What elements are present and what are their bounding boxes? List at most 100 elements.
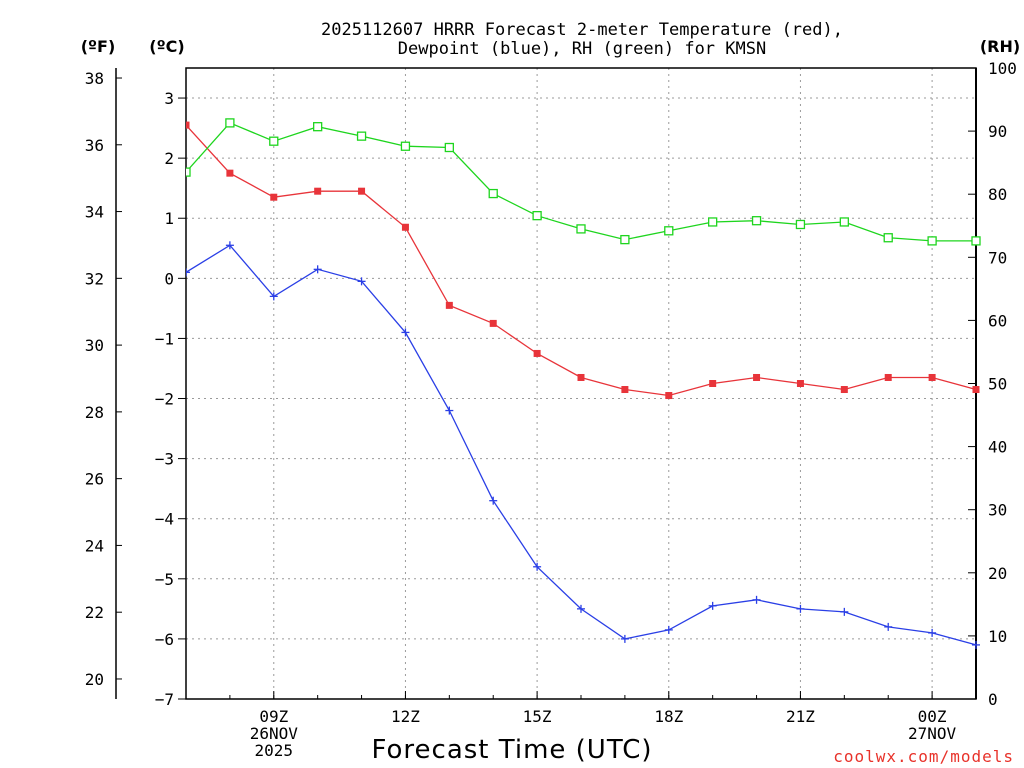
celsius-tick-label: 3 [164, 89, 174, 108]
x-tick-label: 00Z [918, 707, 947, 726]
dewpoint-line [186, 244, 977, 646]
celsius-tick-label: 0 [164, 269, 174, 288]
rh-point [620, 234, 630, 245]
temperature-point [928, 373, 936, 381]
series-dewpoint [186, 241, 980, 649]
rh-point [444, 142, 454, 153]
rh-tick-label: 90 [988, 122, 1007, 141]
axes-layer: 3210−1−2−3−4−5−6−73836343230282624222010… [85, 59, 1017, 760]
rh-point [532, 211, 542, 221]
x-tick-label: 21Z [786, 707, 815, 726]
text-layer: 2025112607 HRRR Forecast 2-meter Tempera… [81, 20, 1020, 766]
rh-tick-label: 100 [988, 59, 1017, 78]
celsius-tick-label: 1 [164, 209, 174, 228]
dewpoint-point [489, 496, 498, 505]
rh-point [839, 217, 849, 227]
chart-title-line-2: Dewpoint (blue), RH (green) for KMSN [398, 39, 766, 59]
credit-text: coolwx.com/models [833, 747, 1014, 766]
temperature-point [753, 373, 761, 381]
rh-tick-label: 70 [988, 248, 1007, 267]
fahrenheit-tick-label: 20 [85, 670, 104, 689]
dewpoint-point [620, 634, 629, 643]
fahrenheit-unit-label: (ºF) [81, 37, 116, 56]
rh-tick-label: 50 [988, 375, 1007, 394]
fahrenheit-tick-label: 22 [85, 603, 104, 622]
temperature-point [577, 373, 585, 381]
rh-point [883, 233, 893, 243]
celsius-tick-label: −1 [155, 329, 174, 348]
temperature-point [489, 319, 497, 327]
rh-point [186, 167, 191, 177]
rh-tick-label: 60 [988, 311, 1007, 330]
celsius-tick-label: −2 [155, 390, 174, 409]
temperature-point [314, 187, 322, 195]
temperature-point [972, 386, 980, 394]
celsius-tick-label: −5 [155, 570, 174, 589]
rh-point [269, 136, 279, 146]
x-tick-label: 27NOV [908, 724, 957, 743]
temperature-point [445, 301, 453, 309]
dewpoint-point [445, 406, 454, 415]
temperature-point [840, 386, 848, 394]
chart-title-line-1: 2025112607 HRRR Forecast 2-meter Tempera… [321, 20, 843, 40]
dewpoint-point [840, 607, 849, 616]
temperature-point [358, 187, 366, 195]
x-tick-label: 09Z [259, 707, 288, 726]
dewpoint-point [928, 628, 937, 637]
dewpoint-point [186, 268, 190, 277]
fahrenheit-tick-label: 38 [85, 69, 104, 88]
rh-tick-label: 30 [988, 501, 1007, 520]
fahrenheit-tick-label: 30 [85, 336, 104, 355]
dewpoint-point [269, 292, 278, 301]
celsius-unit-label: (ºC) [149, 37, 184, 56]
dewpoint-point [313, 265, 322, 274]
rh-point [927, 236, 937, 246]
fahrenheit-tick-label: 28 [85, 403, 104, 422]
dewpoint-point [752, 595, 761, 604]
rh-point [313, 122, 323, 132]
celsius-tick-label: 2 [164, 149, 174, 168]
temperature-line [186, 124, 977, 397]
fahrenheit-tick-label: 36 [85, 136, 104, 155]
grid-layer [186, 68, 976, 699]
series-rh [186, 118, 981, 246]
dewpoint-point [533, 562, 542, 571]
rh-tick-label: 40 [988, 438, 1007, 457]
temperature-point [709, 380, 717, 387]
celsius-tick-label: −6 [155, 630, 174, 649]
rh-point [400, 141, 411, 151]
rh-point [971, 236, 981, 246]
plot-frame [185, 67, 977, 700]
temperature-point [621, 386, 629, 394]
rh-point [795, 219, 806, 230]
x-tick-label: 15Z [523, 707, 552, 726]
temperature-point [796, 380, 804, 387]
rh-point [664, 226, 674, 236]
rh-point [708, 217, 718, 227]
celsius-tick-label: −4 [155, 510, 174, 529]
rh-tick-label: 10 [988, 627, 1007, 646]
x-tick-label: 12Z [391, 707, 420, 726]
dewpoint-point [972, 640, 980, 649]
rh-line [186, 122, 976, 242]
temperature-point [226, 169, 234, 177]
rh-tick-label: 0 [988, 690, 998, 709]
temperature-point [186, 121, 190, 129]
temperature-point [884, 373, 892, 381]
fahrenheit-tick-label: 24 [85, 536, 104, 555]
rh-point [356, 131, 367, 141]
celsius-tick-label: −7 [155, 690, 174, 709]
temperature-point [665, 392, 673, 400]
dewpoint-point [577, 604, 585, 613]
rh-point [225, 118, 235, 128]
dewpoint-point [884, 622, 893, 631]
rh-unit-label: (RH) [980, 37, 1020, 56]
dewpoint-point [796, 604, 805, 613]
dewpoint-point [708, 601, 717, 610]
fahrenheit-tick-label: 34 [85, 203, 104, 222]
x-tick-label: 2025 [255, 741, 294, 760]
dewpoint-point [225, 241, 234, 250]
x-tick-label: 18Z [654, 707, 683, 726]
rh-tick-label: 80 [988, 185, 1007, 204]
x-tick-label: 26NOV [250, 724, 299, 743]
